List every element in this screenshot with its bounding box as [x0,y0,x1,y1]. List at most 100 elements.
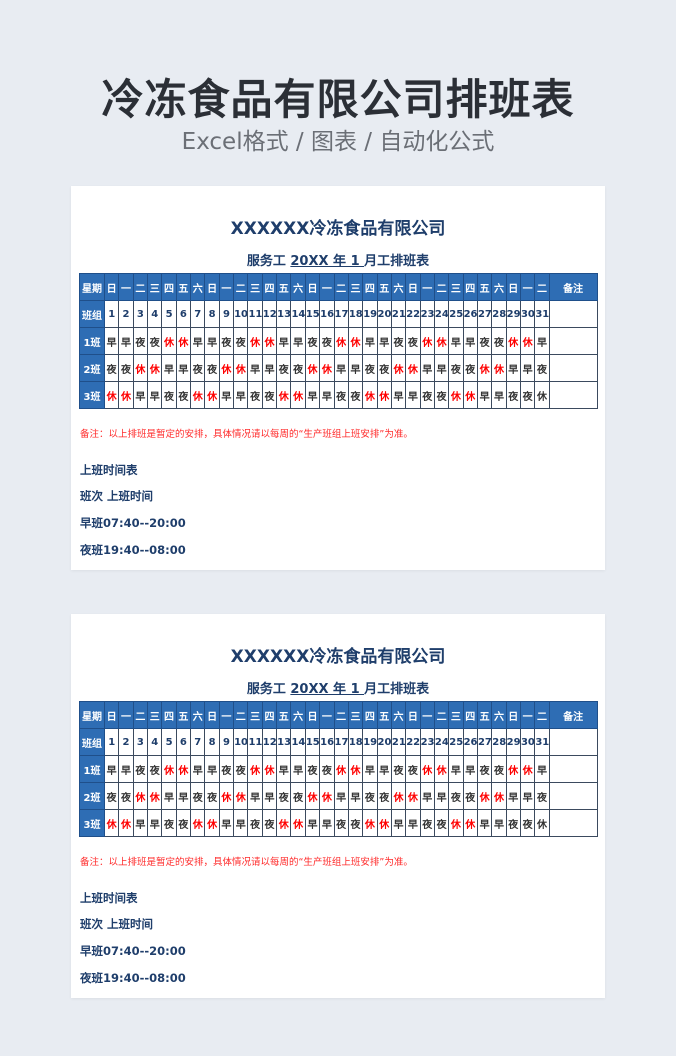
date-cell[interactable]: 8 [204,300,220,328]
weekday-label-cell[interactable]: 星期 [79,273,105,301]
shift-cell[interactable]: 早 [405,381,421,409]
date-cell[interactable]: 2 [118,728,134,756]
shift-cell[interactable]: 夜 [390,327,407,355]
shift-cell[interactable]: 早 [362,755,378,783]
weekday-cell[interactable]: 二 [534,273,550,301]
shift-cell[interactable]: 夜 [233,327,249,355]
date-cell[interactable]: 28 [491,728,507,756]
shift-cell[interactable]: 夜 [333,381,349,409]
date-cell[interactable]: 13 [276,300,292,328]
weekday-cell[interactable]: 二 [433,273,450,301]
date-cell[interactable]: 17 [333,728,349,756]
shift-cell[interactable]: 休 [433,327,450,355]
shift-cell[interactable]: 夜 [247,381,263,409]
shift-cell[interactable]: 夜 [118,354,134,382]
date-cell[interactable]: 15 [304,728,321,756]
shift-cell[interactable]: 早 [476,809,493,837]
shift-cell[interactable]: 早 [419,354,435,382]
shift-cell[interactable]: 夜 [118,782,134,810]
date-cell[interactable]: 4 [147,728,163,756]
date-cell[interactable]: 12 [261,300,278,328]
weekday-cell[interactable]: 五 [476,273,493,301]
remark-cell[interactable] [548,809,598,837]
shift-cell[interactable]: 休 [304,782,321,810]
date-cell[interactable]: 3 [132,300,149,328]
weekday-cell[interactable]: 日 [405,701,421,729]
shift-cell[interactable]: 早 [233,809,249,837]
shift-cell[interactable]: 早 [433,354,450,382]
shift-cell[interactable]: 早 [204,327,220,355]
shift-cell[interactable]: 夜 [433,381,450,409]
shift-cell[interactable]: 早 [376,327,392,355]
weekday-cell[interactable]: 四 [261,701,278,729]
shift-cell[interactable]: 休 [175,755,192,783]
shift-cell[interactable]: 夜 [347,381,364,409]
shift-cell[interactable]: 休 [462,381,478,409]
shift-cell[interactable]: 早 [103,755,120,783]
date-cell[interactable]: 23 [419,300,435,328]
date-cell[interactable]: 26 [462,728,478,756]
shift-cell[interactable]: 休 [204,809,220,837]
date-cell[interactable]: 6 [175,728,192,756]
shift-cell[interactable]: 休 [118,381,134,409]
weekday-cell[interactable]: 六 [290,701,306,729]
shift-cell[interactable]: 休 [103,381,120,409]
date-cell[interactable]: 19 [362,728,378,756]
shift-cell[interactable]: 早 [534,755,550,783]
remark-cell[interactable] [548,327,598,355]
weekday-cell[interactable]: 四 [362,701,378,729]
shift-cell[interactable]: 夜 [462,354,478,382]
date-cell[interactable]: 21 [390,300,407,328]
shift-cell[interactable]: 夜 [233,755,249,783]
shift-cell[interactable]: 夜 [175,381,192,409]
shift-cell[interactable]: 早 [304,381,321,409]
shift-cell[interactable]: 休 [376,809,392,837]
shift-cell[interactable]: 夜 [362,354,378,382]
remark-cell[interactable] [548,300,598,328]
shift-cell[interactable]: 早 [247,782,263,810]
date-cell[interactable]: 5 [161,728,177,756]
shift-cell[interactable]: 早 [448,755,464,783]
weekday-cell[interactable]: 五 [476,701,493,729]
weekday-cell[interactable]: 六 [390,273,407,301]
shift-cell[interactable]: 夜 [534,354,550,382]
shift-cell[interactable]: 夜 [103,354,120,382]
weekday-cell[interactable]: 三 [247,273,263,301]
shift-cell[interactable]: 夜 [319,755,335,783]
shift-cell[interactable]: 早 [304,809,321,837]
shift-cell[interactable]: 早 [347,354,364,382]
shift-cell[interactable]: 休 [161,755,177,783]
weekday-cell[interactable]: 一 [118,273,134,301]
shift-cell[interactable]: 早 [405,809,421,837]
shift-cell[interactable]: 夜 [362,782,378,810]
shift-cell[interactable]: 夜 [276,782,292,810]
shift-cell[interactable]: 休 [247,755,263,783]
shift-cell[interactable]: 休 [476,782,493,810]
weekday-cell[interactable]: 三 [347,273,364,301]
shift-cell[interactable]: 夜 [103,782,120,810]
weekday-cell[interactable]: 五 [276,273,292,301]
weekday-cell[interactable]: 五 [175,701,192,729]
weekday-cell[interactable]: 日 [304,273,321,301]
date-cell[interactable]: 22 [405,300,421,328]
shift-cell[interactable]: 早 [505,782,521,810]
shift-cell[interactable]: 休 [462,809,478,837]
shift-cell[interactable]: 休 [233,354,249,382]
shift-cell[interactable]: 夜 [190,354,206,382]
weekday-cell[interactable]: 一 [319,701,335,729]
date-cell[interactable]: 21 [390,728,407,756]
weekday-cell[interactable]: 三 [247,701,263,729]
shift-cell[interactable]: 夜 [448,782,464,810]
shift-cell[interactable]: 夜 [319,327,335,355]
shift-cell[interactable]: 早 [333,354,349,382]
shift-cell[interactable]: 早 [347,782,364,810]
date-cell[interactable]: 29 [505,300,521,328]
date-cell[interactable]: 3 [132,728,149,756]
group-name-cell[interactable]: 3班 [79,809,105,837]
date-cell[interactable]: 20 [376,300,392,328]
shift-cell[interactable]: 早 [276,755,292,783]
weekday-cell[interactable]: 日 [505,701,521,729]
weekday-cell[interactable]: 一 [118,701,134,729]
weekday-cell[interactable]: 五 [376,273,392,301]
date-cell[interactable]: 25 [448,300,464,328]
